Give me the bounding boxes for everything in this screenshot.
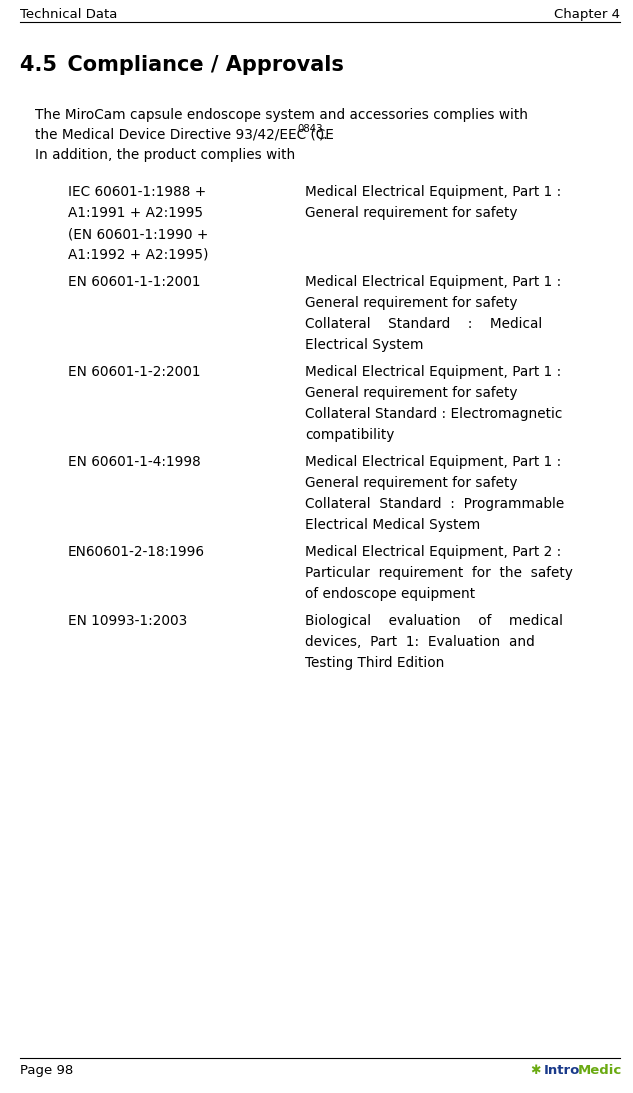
Text: Medical Electrical Equipment, Part 1 :: Medical Electrical Equipment, Part 1 : xyxy=(305,275,561,289)
Text: ✱: ✱ xyxy=(530,1063,541,1077)
Text: devices,  Part  1:  Evaluation  and: devices, Part 1: Evaluation and xyxy=(305,635,535,649)
Text: A1:1991 + A2:1995: A1:1991 + A2:1995 xyxy=(68,205,203,220)
Text: General requirement for safety: General requirement for safety xyxy=(305,296,518,310)
Text: General requirement for safety: General requirement for safety xyxy=(305,386,518,400)
Text: 0843: 0843 xyxy=(297,124,322,134)
Text: The MiroCam capsule endoscope system and accessories complies with: The MiroCam capsule endoscope system and… xyxy=(35,108,528,122)
Text: the Medical Device Directive 93/42/EEC (CE: the Medical Device Directive 93/42/EEC (… xyxy=(35,128,334,142)
Text: In addition, the product complies with: In addition, the product complies with xyxy=(35,148,295,162)
Text: Electrical Medical System: Electrical Medical System xyxy=(305,518,480,532)
Text: Chapter 4: Chapter 4 xyxy=(554,8,620,21)
Text: Medical Electrical Equipment, Part 1 :: Medical Electrical Equipment, Part 1 : xyxy=(305,365,561,379)
Text: Testing Third Edition: Testing Third Edition xyxy=(305,656,444,670)
Text: A1:1992 + A2:1995): A1:1992 + A2:1995) xyxy=(68,248,208,262)
Text: (EN 60601-1:1990 +: (EN 60601-1:1990 + xyxy=(68,227,208,240)
Text: General requirement for safety: General requirement for safety xyxy=(305,205,518,220)
Text: Intro: Intro xyxy=(544,1063,580,1077)
Text: EN 60601-1-4:1998: EN 60601-1-4:1998 xyxy=(68,455,201,469)
Text: 4.5 Compliance / Approvals: 4.5 Compliance / Approvals xyxy=(20,55,344,75)
Text: Electrical System: Electrical System xyxy=(305,338,423,352)
Text: Collateral    Standard    :    Medical: Collateral Standard : Medical xyxy=(305,317,542,331)
Text: EN 60601-1-2:2001: EN 60601-1-2:2001 xyxy=(68,365,201,379)
Text: Medic: Medic xyxy=(578,1063,622,1077)
Text: Biological    evaluation    of    medical: Biological evaluation of medical xyxy=(305,614,563,628)
Text: Technical Data: Technical Data xyxy=(20,8,117,21)
Text: Particular  requirement  for  the  safety: Particular requirement for the safety xyxy=(305,566,573,580)
Text: Collateral  Standard  :  Programmable: Collateral Standard : Programmable xyxy=(305,497,564,512)
Text: EN 10993-1:2003: EN 10993-1:2003 xyxy=(68,614,187,628)
Text: Page 98: Page 98 xyxy=(20,1063,73,1077)
Text: EN60601-2-18:1996: EN60601-2-18:1996 xyxy=(68,545,205,559)
Text: Medical Electrical Equipment, Part 1 :: Medical Electrical Equipment, Part 1 : xyxy=(305,455,561,469)
Text: ).: ). xyxy=(319,128,329,142)
Text: EN 60601-1-1:2001: EN 60601-1-1:2001 xyxy=(68,275,201,289)
Text: Collateral Standard : Electromagnetic: Collateral Standard : Electromagnetic xyxy=(305,407,562,421)
Text: compatibility: compatibility xyxy=(305,428,394,442)
Text: IEC 60601-1:1988 +: IEC 60601-1:1988 + xyxy=(68,185,206,199)
Text: General requirement for safety: General requirement for safety xyxy=(305,475,518,490)
Text: Medical Electrical Equipment, Part 2 :: Medical Electrical Equipment, Part 2 : xyxy=(305,545,561,559)
Text: of endoscope equipment: of endoscope equipment xyxy=(305,587,475,601)
Text: Medical Electrical Equipment, Part 1 :: Medical Electrical Equipment, Part 1 : xyxy=(305,185,561,199)
